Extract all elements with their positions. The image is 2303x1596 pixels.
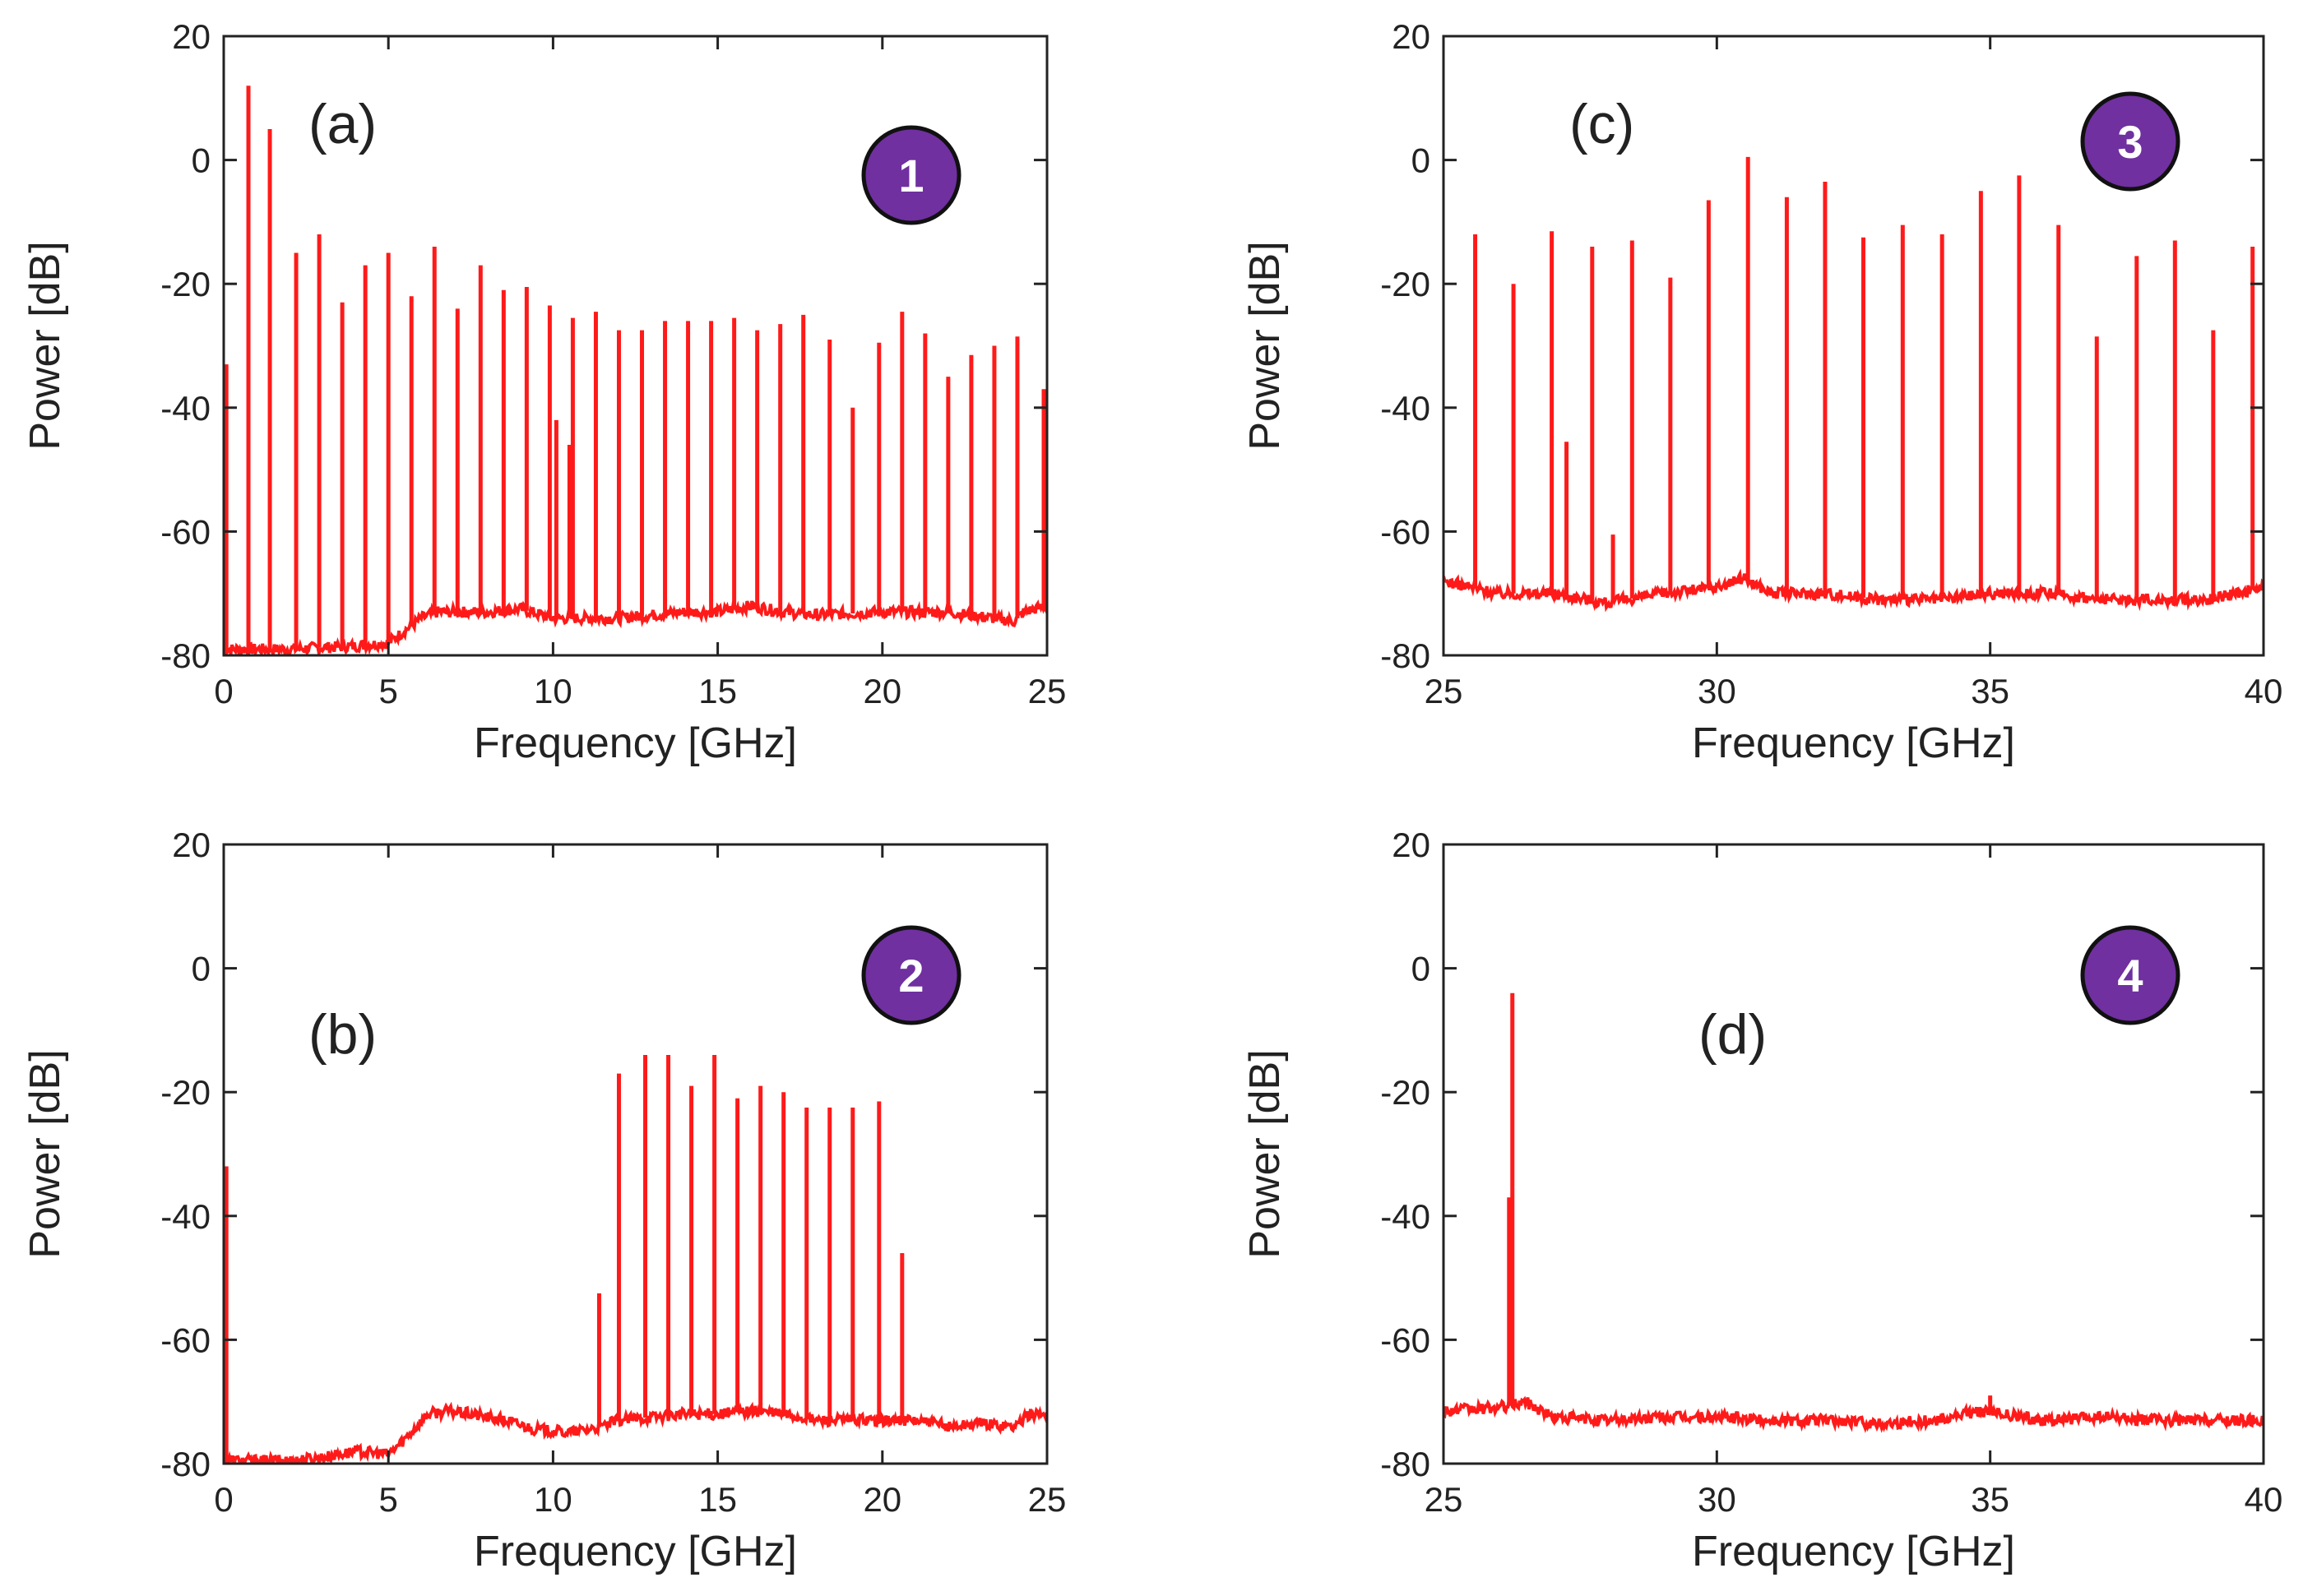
y-tick-label: -40 xyxy=(160,1197,211,1236)
x-tick-label: 40 xyxy=(2245,672,2283,710)
panel-label: (c) xyxy=(1569,93,1634,155)
panel-number-badge: 4 xyxy=(2080,925,2180,1025)
badge-circle xyxy=(2080,91,2180,192)
y-tick-label: -60 xyxy=(1380,1321,1430,1359)
y-tick-label: 20 xyxy=(1392,17,1430,56)
panel-number-badge: 3 xyxy=(2080,91,2180,192)
x-tick-label: 10 xyxy=(534,672,572,710)
y-tick-label: -20 xyxy=(160,265,211,303)
y-tick-label: 0 xyxy=(1411,950,1430,988)
x-tick-label: 30 xyxy=(1698,1480,1736,1519)
x-tick-label: 15 xyxy=(698,1480,737,1519)
x-tick-label: 0 xyxy=(214,1480,233,1519)
x-tick-label: 10 xyxy=(534,1480,572,1519)
y-tick-label: -20 xyxy=(1380,265,1430,303)
panel-label: (b) xyxy=(308,1003,377,1066)
y-tick-label: 20 xyxy=(172,826,211,864)
badge-circle xyxy=(861,125,962,225)
plot-frame xyxy=(222,843,1049,1465)
y-axis-label: Power [dB] xyxy=(1241,1049,1289,1258)
y-tick-label: -80 xyxy=(1380,636,1430,675)
x-axis-label: Frequency [GHz] xyxy=(474,719,797,767)
x-tick-label: 35 xyxy=(1971,1480,2009,1519)
panel-number-badge: 2 xyxy=(861,925,962,1025)
badge-number: 4 xyxy=(2117,950,2143,1002)
y-tick-label: -80 xyxy=(160,1445,211,1483)
y-tick-label: -20 xyxy=(160,1073,211,1112)
x-axis-label: Frequency [GHz] xyxy=(474,1528,797,1575)
x-tick-label: 25 xyxy=(1028,1480,1067,1519)
y-tick-label: 20 xyxy=(1392,826,1430,864)
x-tick-label: 5 xyxy=(379,672,398,710)
y-tick-label: -60 xyxy=(160,512,211,551)
panel-label: (d) xyxy=(1698,1003,1767,1066)
noise-floor-trace xyxy=(1443,1394,2264,1433)
y-tick-label: -80 xyxy=(1380,1445,1430,1483)
y-axis-label: Power [dB] xyxy=(21,241,69,450)
x-tick-label: 25 xyxy=(1425,1480,1463,1519)
x-tick-label: 25 xyxy=(1425,672,1463,710)
y-axis-label: Power [dB] xyxy=(21,1049,69,1258)
x-tick-label: 25 xyxy=(1028,672,1067,710)
badge-number: 3 xyxy=(2117,116,2143,168)
x-axis-label: Frequency [GHz] xyxy=(1692,1528,2015,1575)
y-tick-label: -60 xyxy=(160,1321,211,1359)
x-tick-label: 0 xyxy=(214,672,233,710)
x-tick-label: 5 xyxy=(379,1480,398,1519)
y-tick-label: 0 xyxy=(192,950,211,988)
badge-number: 1 xyxy=(898,150,924,201)
x-tick-label: 15 xyxy=(698,672,737,710)
y-tick-label: 0 xyxy=(192,141,211,180)
y-tick-label: -40 xyxy=(1380,389,1430,428)
x-tick-label: 20 xyxy=(863,672,901,710)
y-tick-label: -40 xyxy=(160,389,211,428)
x-tick-label: 20 xyxy=(863,1480,901,1519)
panel-number-badge: 1 xyxy=(861,125,962,225)
y-tick-label: 20 xyxy=(172,17,211,56)
plot-frame xyxy=(1442,35,2265,657)
y-tick-label: -80 xyxy=(160,636,211,675)
x-tick-label: 40 xyxy=(2245,1480,2283,1519)
plot-frame xyxy=(1442,843,2265,1465)
badge-number: 2 xyxy=(898,950,924,1002)
x-tick-label: 35 xyxy=(1971,672,2009,710)
y-tick-label: -40 xyxy=(1380,1197,1430,1236)
panel-label: (a) xyxy=(308,93,377,155)
x-tick-label: 30 xyxy=(1698,672,1736,710)
noise-floor-trace xyxy=(1443,568,2264,613)
noise-floor-trace xyxy=(224,599,1047,655)
plot-frame xyxy=(222,35,1049,657)
badge-circle xyxy=(2080,925,2180,1025)
badge-circle xyxy=(861,925,962,1025)
y-tick-label: -60 xyxy=(1380,512,1430,551)
y-tick-label: -20 xyxy=(1380,1073,1430,1112)
y-tick-label: 0 xyxy=(1411,141,1430,180)
y-axis-label: Power [dB] xyxy=(1241,241,1289,450)
noise-floor-trace xyxy=(224,1401,1047,1464)
x-axis-label: Frequency [GHz] xyxy=(1692,719,2015,767)
